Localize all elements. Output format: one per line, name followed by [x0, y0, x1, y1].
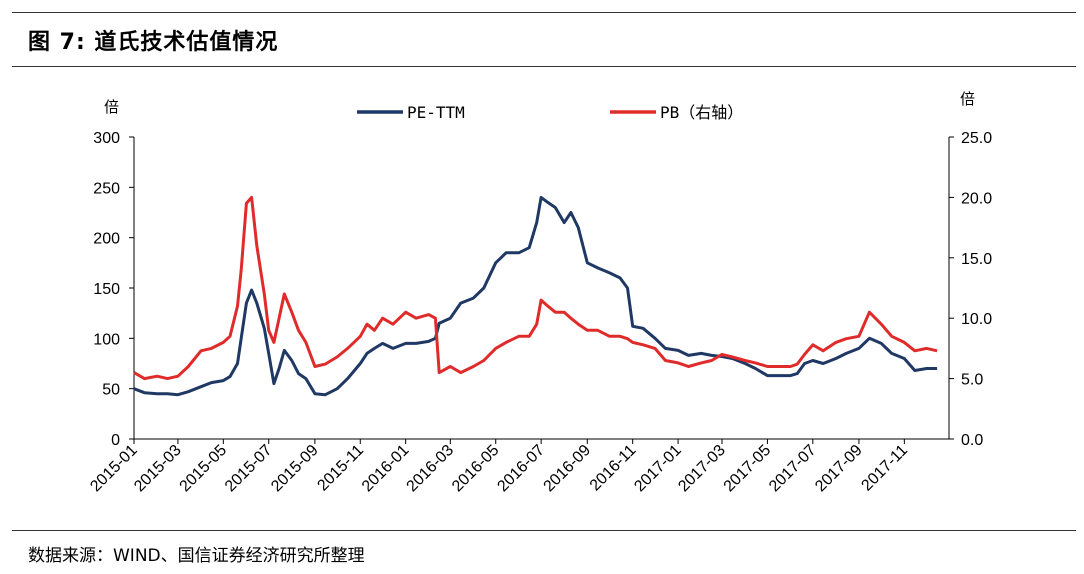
x-tick-label: 2016-05	[449, 442, 503, 496]
source-note: 数据来源：WIND、国信证券经济研究所整理	[28, 546, 365, 566]
chart-legend: PE-TTM PB（右轴）	[357, 103, 743, 122]
y-right-unit: 倍	[960, 90, 975, 108]
pe-ttm-series-line	[133, 195, 938, 397]
x-tick-label: 2015-07	[222, 442, 276, 496]
figure-title: 图 7: 道氏技术估值情况	[28, 30, 279, 55]
pb-series-line	[133, 195, 938, 381]
bottom-rule	[12, 530, 1076, 531]
x-tick-label: 2016-03	[404, 442, 458, 496]
y-left-tick-label: 250	[93, 180, 120, 197]
legend-label-pe-ttm: PE-TTM	[407, 103, 465, 122]
y-right-tick-label: 20.0	[961, 190, 992, 207]
x-tick-label: 2016-11	[587, 442, 640, 495]
x-tick-label: 2016-07	[494, 442, 548, 496]
x-tick-label: 2017-09	[812, 442, 866, 496]
y-right-tick-label: 0.0	[961, 432, 983, 449]
x-tick-label: 2015-03	[131, 442, 185, 496]
x-tick-label: 2016-01	[359, 442, 413, 496]
y-left-tick-label: 100	[93, 331, 120, 348]
chart-plot-area	[133, 195, 938, 397]
x-tick-label: 2015-05	[177, 442, 231, 496]
title-rule	[12, 66, 1076, 67]
x-tick-label: 2016-09	[541, 442, 595, 496]
x-tick-label: 2017-01	[631, 442, 685, 496]
x-tick-label: 2017-07	[766, 442, 820, 496]
chart-axes: 0 50 100 150 200 250 300 0.0 5.0 10.0 15.0 20.0 25.0…	[87, 90, 992, 495]
x-tick-label: 2017-11	[858, 442, 911, 495]
y-left-tick-label: 50	[102, 382, 120, 399]
legend-label-pb: PB（右轴）	[660, 103, 743, 122]
y-right-tick-label: 10.0	[961, 311, 992, 328]
y-left-tick-label: 0	[111, 432, 120, 449]
x-tick-label: 2015-09	[268, 442, 322, 496]
x-tick-label: 2017-05	[721, 442, 775, 496]
y-left-unit: 倍	[104, 98, 119, 116]
y-left-tick-label: 150	[93, 281, 120, 298]
x-tick-label: 2015-11	[314, 442, 367, 495]
y-right-tick-label: 15.0	[961, 251, 992, 268]
y-right-tick-label: 5.0	[961, 372, 983, 389]
x-tick-label: 2017-03	[675, 442, 729, 496]
y-left-tick-label: 300	[93, 130, 120, 147]
y-right-tick-label: 25.0	[961, 130, 992, 147]
x-tick-label: 2015-01	[87, 442, 141, 496]
y-left-tick-label: 200	[93, 231, 120, 248]
top-rule	[12, 12, 1076, 13]
